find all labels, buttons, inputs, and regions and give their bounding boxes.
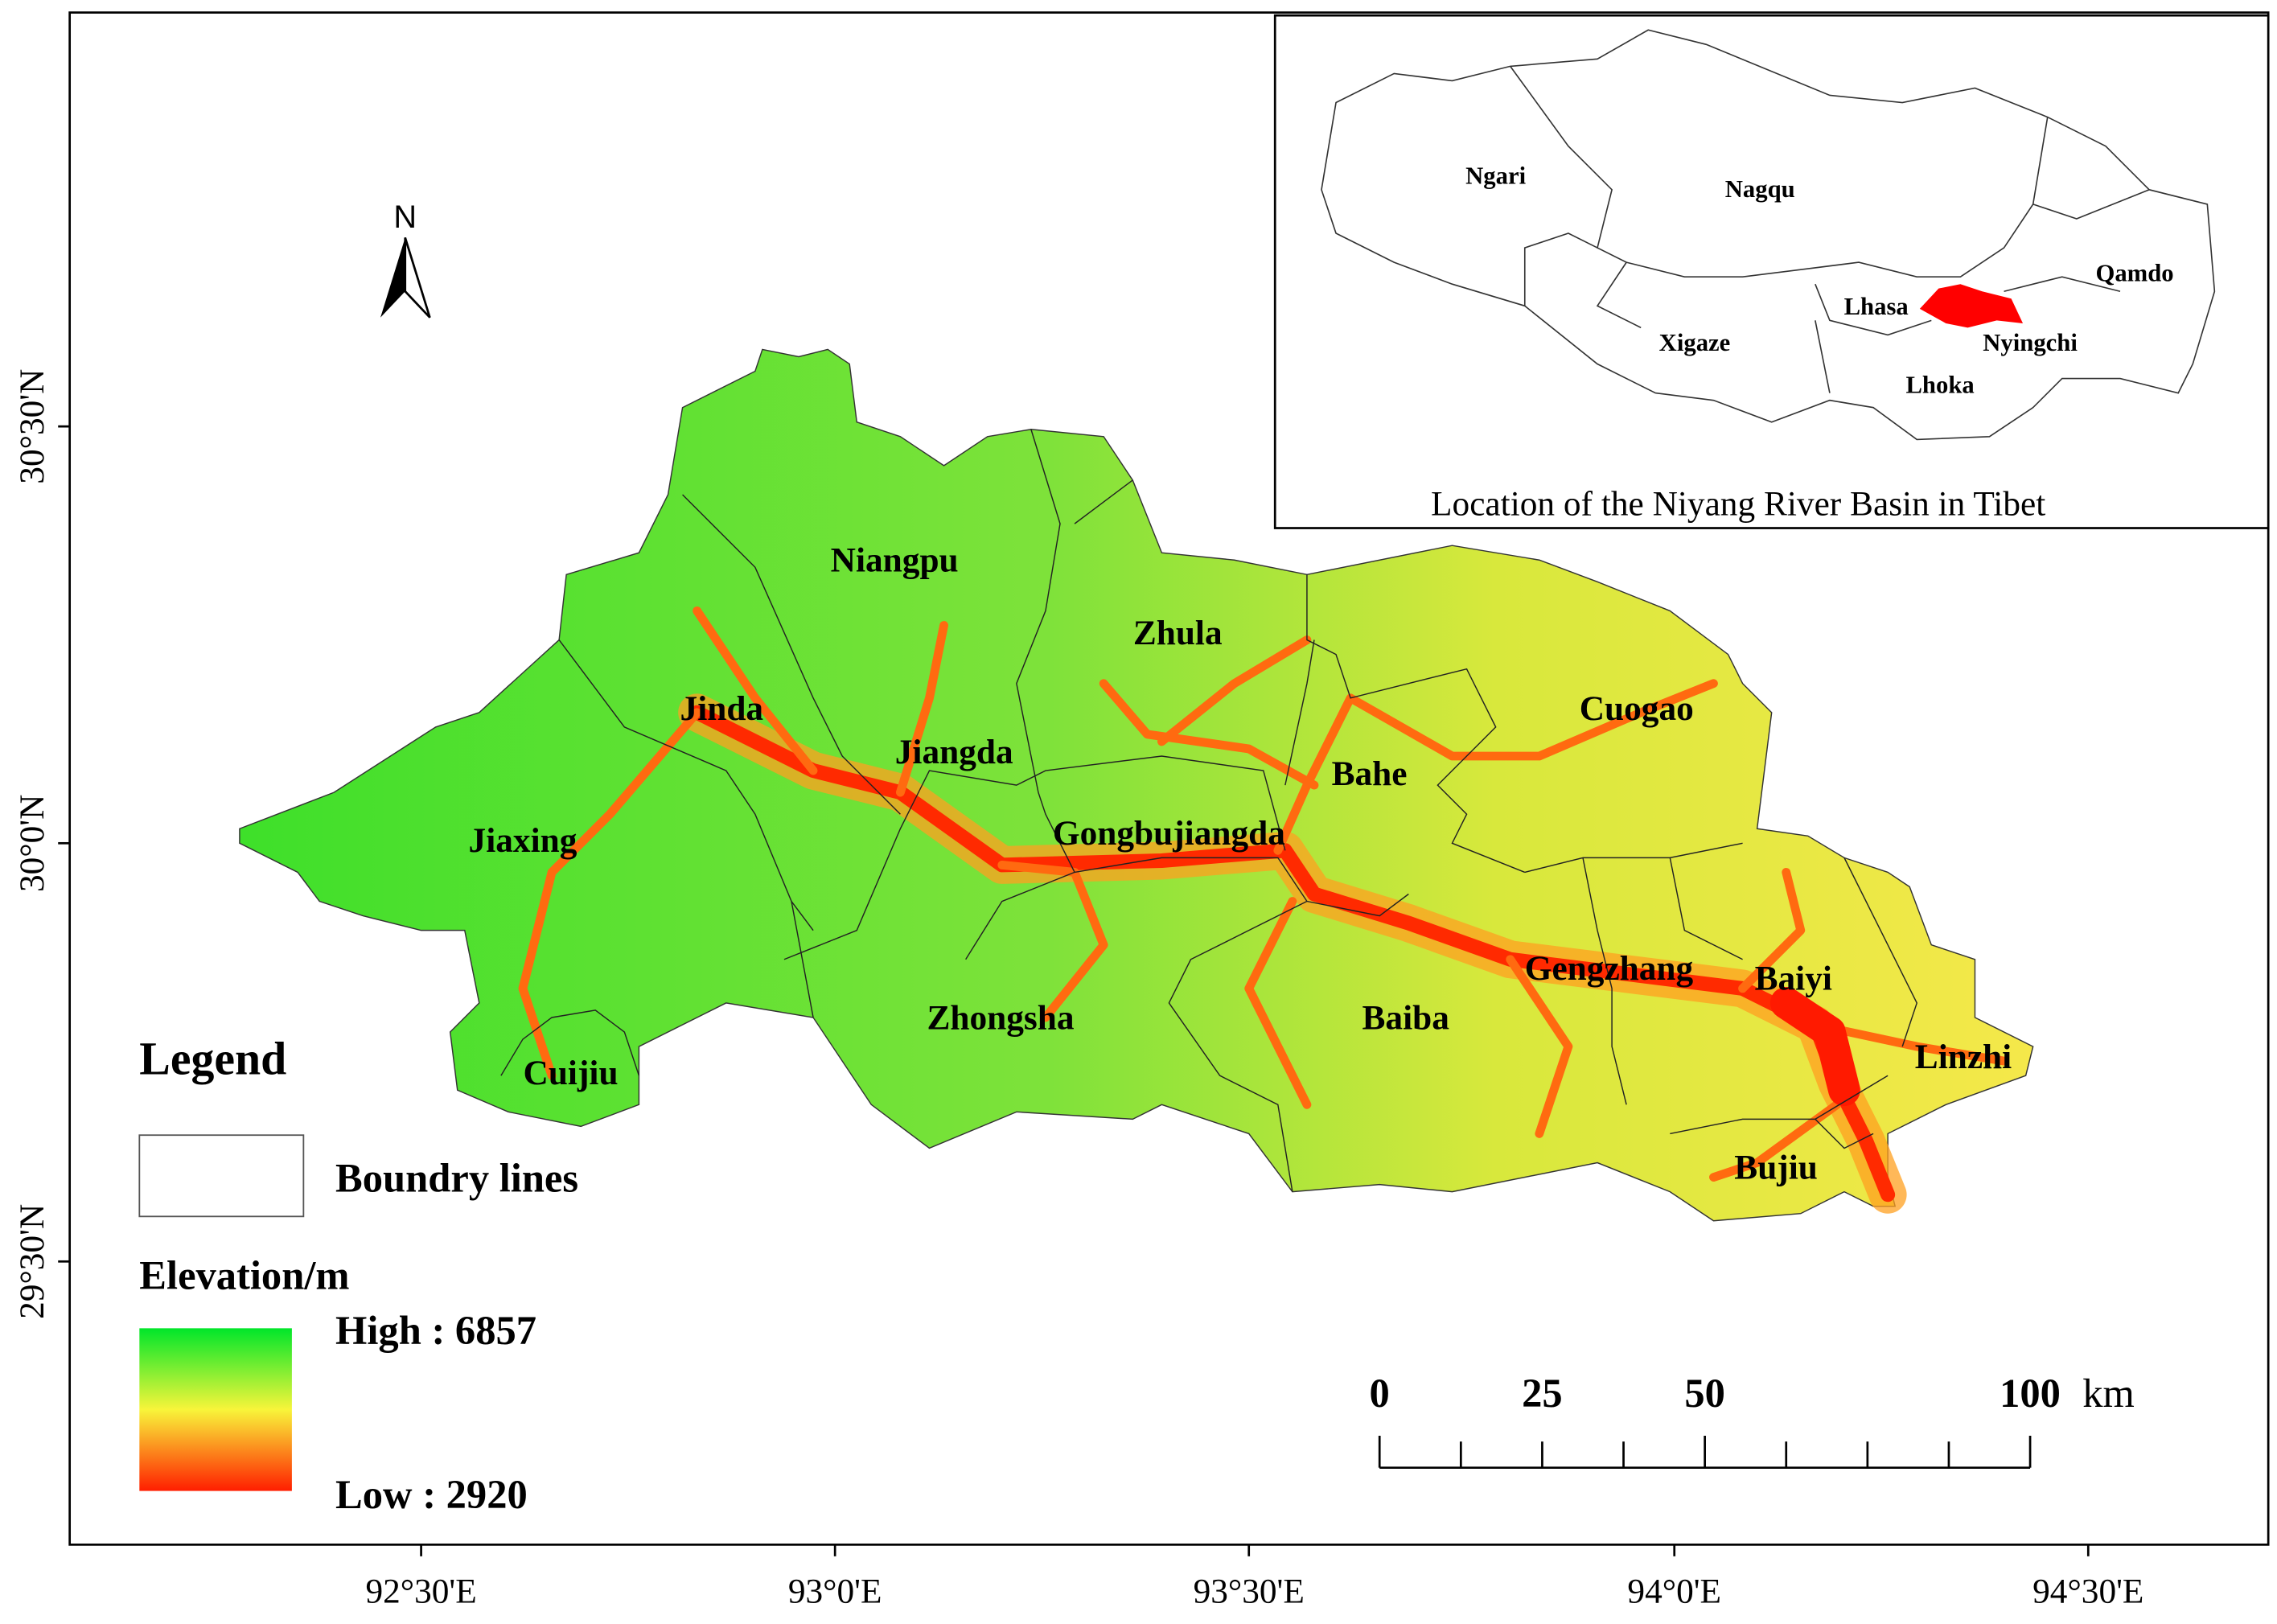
y-tick-label: 29°30'N	[13, 1204, 51, 1319]
region-label: Gengzhang	[1525, 949, 1694, 988]
region-label: Gongbujiangda	[1053, 814, 1285, 853]
region-label: Jiangda	[895, 733, 1013, 771]
x-tick-label: 94°0'E	[1627, 1573, 1721, 1611]
scale-label: 100	[2000, 1371, 2061, 1416]
inset-label: Nyingchi	[1983, 329, 2078, 356]
inset-label: Lhasa	[1844, 293, 1909, 320]
region-label: Bujiu	[1734, 1148, 1818, 1186]
x-tick-label: 94°30'E	[2032, 1573, 2143, 1611]
region-label: Cuogao	[1580, 689, 1694, 728]
north-label: N	[393, 199, 417, 235]
inset-label: Ngari	[1465, 162, 1526, 190]
y-tick-label: 30°30'N	[13, 369, 51, 484]
inset-label: Xigaze	[1659, 329, 1731, 356]
scale-label: 25	[1522, 1371, 1563, 1416]
map-frame	[68, 11, 2270, 1546]
legend-title: Legend	[139, 1034, 286, 1084]
inset-label: Nagqu	[1725, 175, 1795, 203]
region-label: Linzhi	[1915, 1038, 2012, 1076]
x-tick-label: 92°30'E	[365, 1573, 476, 1611]
region-label: Bahe	[1332, 754, 1408, 793]
legend-elevation-title: Elevation/m	[139, 1253, 349, 1298]
inset-label: Lhoka	[1905, 372, 1974, 399]
y-tick-label: 30°0'N	[13, 795, 51, 892]
legend-boundary: Boundry lines	[335, 1156, 578, 1201]
region-label: Zhongsha	[927, 998, 1074, 1037]
region-labels: Niangpu Zhula Jinda Jiangda Cuogao Bahe …	[469, 541, 2012, 1187]
region-label: Baiyi	[1755, 960, 1832, 998]
legend-high: High : 6857	[335, 1308, 536, 1353]
region-label: Baiba	[1363, 998, 1450, 1037]
region-label: Niangpu	[831, 541, 959, 580]
scale-bar: 0 25 50 100 km	[1370, 1371, 2135, 1470]
inset-caption: Location of the Niyang River Basin in Ti…	[1431, 484, 2045, 523]
legend-low: Low : 2920	[335, 1472, 528, 1517]
region-label: Cuijiu	[524, 1054, 619, 1092]
inset: Ngari Nagqu Qamdo Lhasa Xigaze Nyingchi …	[1273, 14, 2270, 529]
region-label: Zhula	[1133, 614, 1223, 652]
x-tick-label: 93°30'E	[1194, 1573, 1305, 1611]
scale-label: 0	[1370, 1371, 1390, 1416]
legend: Legend Boundry lines Elevation/m High : …	[138, 1034, 578, 1517]
x-tick-label: 93°0'E	[788, 1573, 882, 1611]
scale-unit: km	[2082, 1371, 2135, 1416]
scale-label: 50	[1684, 1371, 1725, 1416]
region-label: Jiaxing	[469, 821, 577, 860]
inset-label: Qamdo	[2095, 260, 2173, 287]
region-label: Jinda	[680, 689, 764, 728]
axis-ticks	[58, 425, 2090, 1556]
north-arrow: N	[380, 199, 431, 319]
basin	[239, 348, 2034, 1222]
